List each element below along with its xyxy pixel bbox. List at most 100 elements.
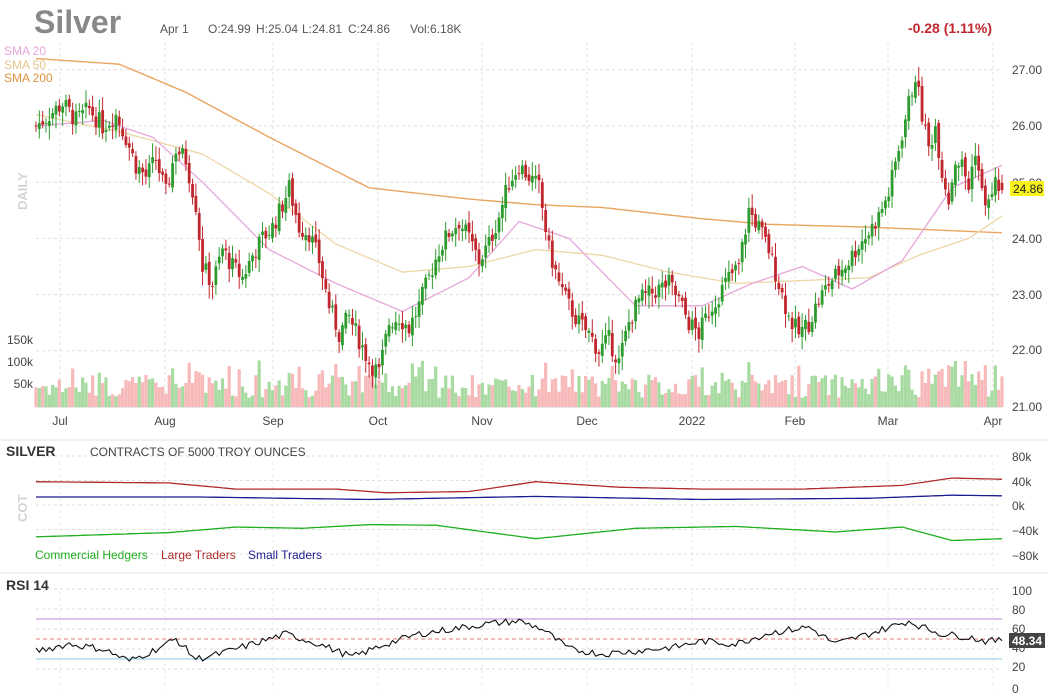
candle-body <box>57 105 61 112</box>
rsi-title: RSI 14 <box>6 577 49 593</box>
volume-bars <box>34 360 1004 407</box>
volume-bar <box>783 380 788 407</box>
candle-body <box>600 343 604 356</box>
candle-body <box>67 99 71 107</box>
volume-bar <box>207 377 211 407</box>
candle-body <box>314 234 318 243</box>
cot-tick: −80k <box>1012 549 1039 563</box>
candle-body <box>217 256 221 264</box>
volume-bar <box>857 387 861 407</box>
candle-body <box>594 338 598 354</box>
volume-bar <box>594 383 598 407</box>
candle-body <box>674 285 677 295</box>
cot-legend-commercial: Commercial Hedgers <box>35 548 148 562</box>
volume-bar <box>550 379 554 407</box>
volume-bar <box>444 375 448 407</box>
candle-body <box>677 294 681 297</box>
volume-bar <box>587 379 591 407</box>
volume-bar <box>737 397 741 407</box>
rsi-tick: 0 <box>1012 682 1019 696</box>
candle-body <box>237 263 241 277</box>
volume-bar <box>630 378 634 407</box>
volume-bar <box>224 388 228 407</box>
volume-bar <box>860 378 864 407</box>
volume-bar <box>297 366 301 407</box>
candle-body <box>507 188 511 190</box>
volume-bar <box>580 392 584 407</box>
candle-body <box>953 164 957 186</box>
volume-bar <box>614 380 618 407</box>
candle-body <box>437 256 441 263</box>
volume-bar <box>557 391 561 407</box>
volume-bar <box>713 382 718 407</box>
volume-bar <box>287 372 291 407</box>
volume-bar <box>190 382 195 407</box>
candle-body <box>900 140 904 149</box>
candle-body <box>847 265 851 270</box>
candle-body <box>574 315 578 325</box>
candle-body <box>37 123 41 130</box>
candle-body <box>351 318 354 325</box>
candle-body <box>577 315 581 325</box>
candle-body <box>234 259 238 263</box>
candle-body <box>317 239 321 264</box>
volume-bar <box>97 372 101 407</box>
candle-body <box>341 325 344 346</box>
volume-bar <box>937 371 941 407</box>
volume-bar <box>564 376 568 407</box>
volume-bar <box>547 391 551 407</box>
candle-body <box>580 312 584 320</box>
header-high: H:25.04 <box>256 22 298 36</box>
volume-bar <box>44 386 48 407</box>
volume-bar <box>480 382 484 407</box>
volume-bar <box>91 375 95 407</box>
rsi-line <box>35 618 1003 662</box>
volume-bar <box>970 374 974 407</box>
volume-bar <box>947 365 951 407</box>
volume-bar <box>417 367 421 407</box>
candle-body <box>371 365 374 376</box>
candle-body <box>670 274 674 283</box>
volume-bar <box>307 397 311 407</box>
volume-bar <box>337 377 341 407</box>
volume-tick: 150k <box>7 333 34 347</box>
volume-bar <box>437 397 441 407</box>
volume-bar <box>893 385 898 407</box>
volume-bar <box>673 383 678 407</box>
last-price-badge <box>1010 181 1044 196</box>
volume-bar <box>610 366 614 407</box>
candle-body <box>997 179 1001 191</box>
candle-body <box>447 233 451 237</box>
volume-bar <box>567 386 571 407</box>
volume-bar <box>700 367 704 407</box>
volume-bar <box>237 369 241 407</box>
volume-bar <box>687 379 691 407</box>
candle-body <box>131 149 134 154</box>
candle-body <box>347 314 351 316</box>
candle-body <box>904 119 907 138</box>
candle-body <box>624 331 627 342</box>
candle-body <box>64 100 68 107</box>
candle-body <box>207 261 211 285</box>
volume-bar <box>250 395 255 407</box>
volume-bar <box>607 377 611 407</box>
volume-bar <box>830 379 834 407</box>
price-tick: 24.00 <box>1012 232 1042 246</box>
candle-body <box>221 248 224 257</box>
volume-bar <box>174 383 178 407</box>
candle-body <box>980 169 984 189</box>
candle-body <box>727 271 731 282</box>
volume-bar <box>347 395 351 407</box>
header-low: L:24.81 <box>302 22 342 36</box>
candle-body <box>754 214 757 228</box>
cot-tick: −40k <box>1012 524 1039 538</box>
candle-body <box>620 342 624 357</box>
candle-body <box>870 223 874 237</box>
candle-body <box>913 82 917 98</box>
cot-subtitle: CONTRACTS OF 5000 TROY OUNCES <box>90 445 306 459</box>
candle-body <box>717 304 721 308</box>
candle-body <box>867 235 871 239</box>
candle-body <box>151 157 154 164</box>
volume-bar <box>310 395 315 407</box>
volume-bar <box>167 375 171 407</box>
